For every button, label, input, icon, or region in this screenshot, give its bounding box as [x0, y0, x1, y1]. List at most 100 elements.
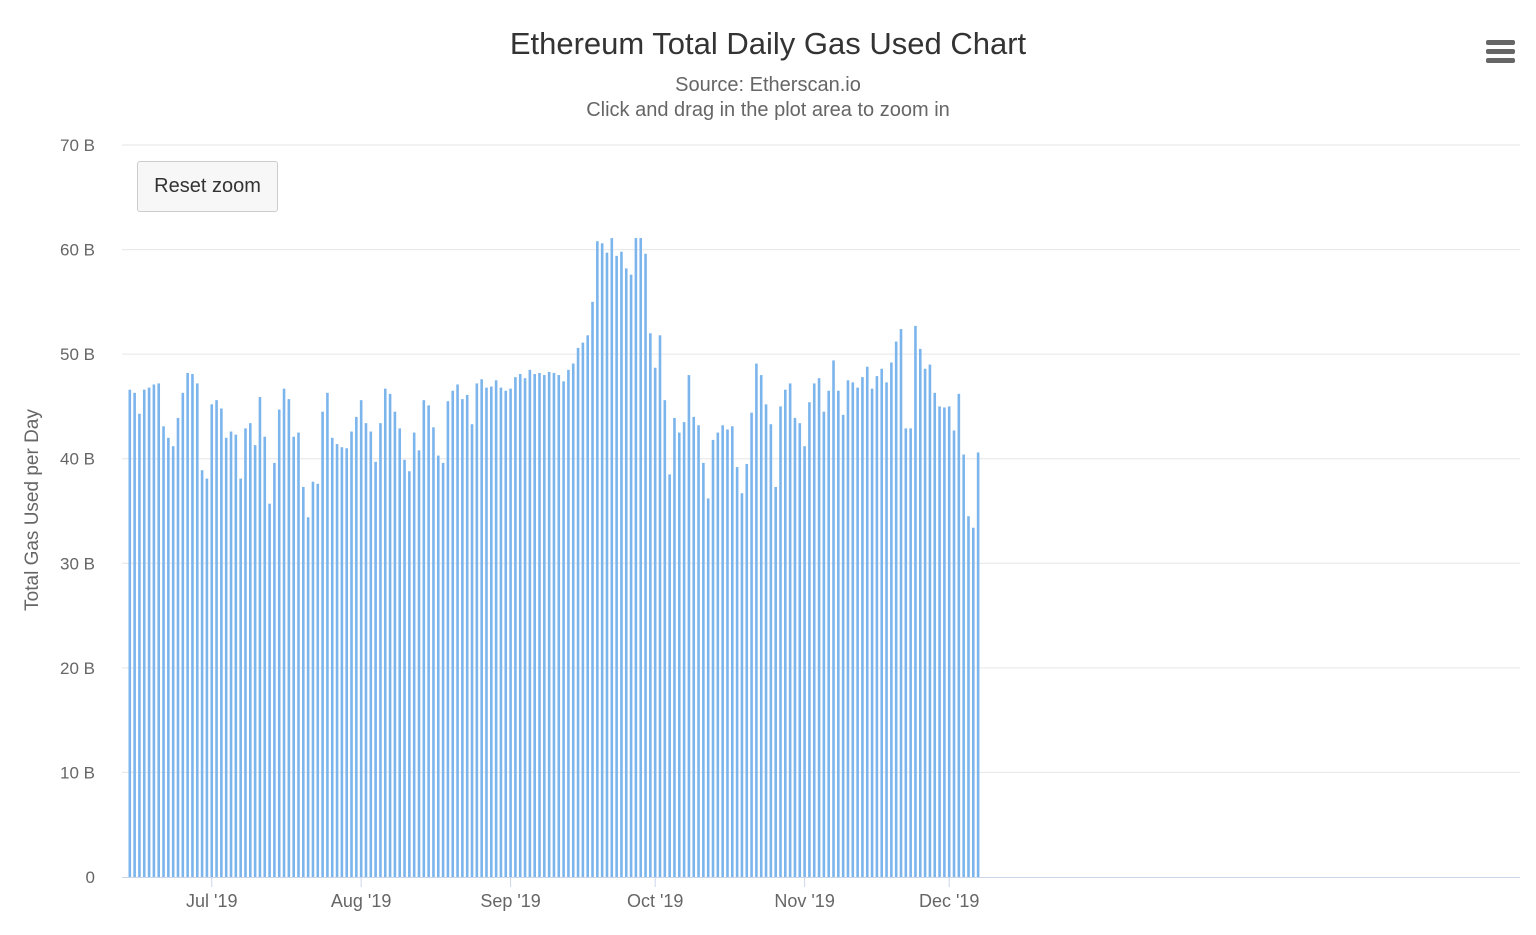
bar	[249, 423, 252, 877]
hamburger-menu-icon[interactable]	[1480, 36, 1520, 70]
x-tick-label: Sep '19	[480, 891, 541, 911]
bar	[750, 412, 753, 877]
bar	[726, 429, 729, 877]
bar	[147, 387, 151, 877]
bar	[268, 503, 271, 877]
reset-zoom-button[interactable]: Reset zoom	[137, 161, 278, 212]
bar	[355, 416, 358, 877]
bar	[220, 408, 223, 877]
bar	[523, 378, 527, 877]
bar	[653, 367, 657, 877]
bar	[803, 446, 806, 877]
bar	[928, 364, 932, 878]
bar	[142, 389, 146, 877]
y-axis-label: Total Gas Used per Day	[22, 409, 43, 611]
bar	[138, 413, 141, 877]
bar	[533, 374, 536, 877]
bar	[297, 432, 300, 877]
bar	[943, 407, 946, 877]
bar	[938, 406, 941, 877]
y-tick-label: 30 B	[60, 554, 95, 573]
bar	[499, 387, 503, 877]
bar	[224, 437, 228, 877]
bar	[422, 400, 426, 877]
bar	[967, 516, 970, 877]
bar	[596, 241, 599, 878]
bar	[514, 377, 517, 877]
bar	[465, 394, 469, 877]
bar	[624, 268, 628, 877]
bar	[494, 380, 498, 877]
bar	[210, 404, 214, 877]
bar	[244, 428, 247, 877]
bar	[649, 333, 652, 877]
bar	[904, 428, 908, 877]
bar	[436, 455, 440, 877]
bar	[547, 371, 551, 877]
bar	[875, 376, 879, 877]
grid-lines	[122, 144, 1520, 773]
bar	[229, 431, 233, 877]
bar	[721, 425, 724, 877]
bar	[793, 417, 797, 877]
bar	[677, 432, 681, 877]
bar	[292, 436, 295, 877]
bar	[808, 402, 811, 877]
bar	[543, 375, 546, 877]
bar	[591, 301, 594, 877]
bar	[335, 444, 339, 877]
bar	[509, 388, 512, 877]
bar	[470, 424, 474, 877]
bar	[176, 417, 180, 877]
x-tick-label: Aug '19	[331, 891, 392, 911]
bar	[740, 493, 744, 877]
bar	[340, 447, 344, 877]
bar	[914, 325, 917, 877]
bar	[417, 450, 421, 877]
zoom-hint: Click and drag in the plot area to zoom …	[586, 99, 950, 121]
bar	[706, 498, 710, 877]
y-tick-label: 70 B	[60, 136, 95, 155]
bar	[345, 448, 348, 877]
bar	[711, 439, 715, 877]
bar	[490, 386, 493, 877]
bar	[586, 335, 589, 877]
bar	[682, 422, 686, 877]
bar	[639, 238, 643, 877]
bar	[311, 481, 315, 877]
bar	[827, 390, 830, 877]
bar	[330, 437, 334, 877]
bar	[755, 363, 758, 877]
bar	[432, 427, 435, 877]
bar	[962, 454, 965, 877]
bar	[644, 253, 647, 878]
bar	[576, 347, 580, 878]
bar	[480, 379, 483, 877]
axes: 0 10 B 20 B 30 B 40 B 50 B 60 B 70 B Jul '19 Aug …	[60, 136, 1520, 911]
bar	[287, 399, 291, 877]
bar	[629, 274, 633, 877]
bar	[610, 238, 614, 877]
bar	[403, 459, 406, 877]
y-tick-label: 0	[86, 868, 95, 887]
bar	[658, 335, 662, 877]
bar	[894, 341, 898, 877]
bar	[234, 434, 238, 877]
bar	[735, 467, 739, 877]
bar	[692, 416, 696, 877]
bar	[162, 426, 165, 877]
bar	[697, 425, 700, 877]
bar	[350, 431, 353, 877]
bar	[456, 384, 459, 877]
bar	[538, 372, 541, 877]
bar	[321, 411, 324, 877]
bar	[302, 486, 305, 877]
bar	[504, 390, 508, 877]
bar	[774, 486, 777, 877]
bar	[702, 462, 705, 877]
bar	[374, 461, 377, 877]
bar	[885, 382, 888, 877]
y-tick-label: 50 B	[60, 345, 95, 364]
bar	[167, 437, 170, 877]
